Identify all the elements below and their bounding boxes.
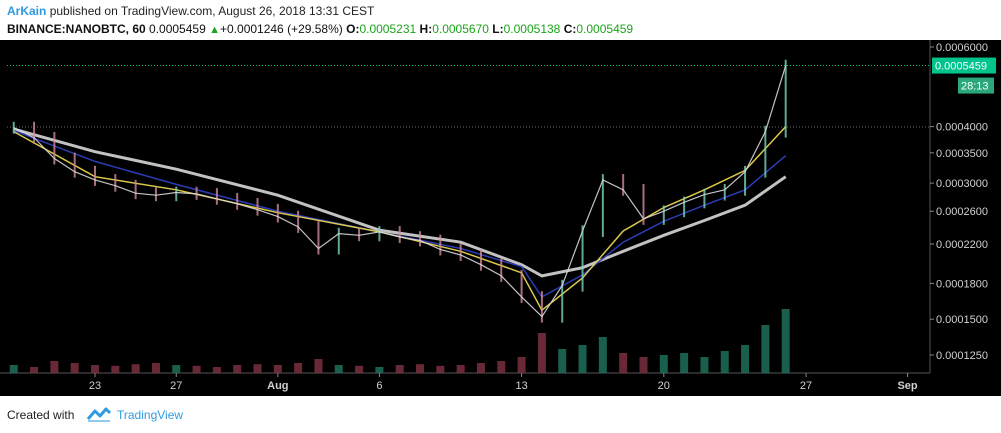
up-arrow-icon: ▲ xyxy=(209,24,220,36)
volume-bar xyxy=(91,365,99,373)
volume-bar xyxy=(9,365,18,373)
volume-bar xyxy=(416,364,425,373)
countdown-badge xyxy=(958,77,994,94)
volume-bar xyxy=(741,345,750,373)
volume-bar xyxy=(111,365,120,373)
volume-bar xyxy=(436,365,445,373)
high-value: 0.0005670 xyxy=(432,22,489,36)
volume-bar xyxy=(314,359,323,373)
chart-background xyxy=(0,40,1001,396)
y-tick-label: 0.0001500 xyxy=(936,314,988,326)
last-price-badge xyxy=(932,57,996,74)
ma-slow-line xyxy=(13,127,787,278)
y-tick-label: 0.0001250 xyxy=(936,350,988,362)
volume-bar xyxy=(30,367,39,373)
volume-bar xyxy=(598,337,607,373)
tradingview-brand-link[interactable]: TradingView xyxy=(117,408,184,422)
volume-bar xyxy=(578,345,587,373)
time-axis-panel xyxy=(0,373,1001,396)
close-label: C: xyxy=(563,22,577,36)
price-chart[interactable]: 0.0006000 0.0004000 0.0003500 0.0003000 0.00… xyxy=(0,40,1001,396)
ma-mid-line xyxy=(13,129,787,298)
volume-bar xyxy=(70,363,79,373)
x-tick-label: Sep xyxy=(897,380,917,392)
volume-bar xyxy=(273,365,282,373)
volume-bar xyxy=(212,367,221,373)
y-tick-label: 0.0004000 xyxy=(936,122,988,134)
x-tick-label: 27 xyxy=(170,380,182,392)
x-tick-label: Aug xyxy=(267,380,288,392)
footer: Created with TradingView xyxy=(0,396,1001,433)
volume-bar xyxy=(395,365,404,373)
price-line xyxy=(13,65,787,318)
volume-bar xyxy=(700,357,709,373)
volume-bar xyxy=(172,365,181,373)
volume-bar xyxy=(619,353,628,373)
open-value: 0.0005231 xyxy=(359,22,417,36)
change-value: +0.0001246 (+29.58%) xyxy=(220,22,343,36)
x-tick-label: 23 xyxy=(89,380,101,392)
y-tick-label: 0.0003000 xyxy=(936,178,988,190)
publish-line: ArKain published on TradingView.com, Aug… xyxy=(7,4,374,18)
volume-bar xyxy=(720,351,729,373)
y-tick-label: 0.0006000 xyxy=(936,42,988,54)
volume-bar xyxy=(761,325,770,373)
volume-bar xyxy=(294,363,303,373)
y-tick-label: 0.0003500 xyxy=(936,148,988,160)
x-tick-label: 20 xyxy=(658,380,670,392)
high-label: H: xyxy=(419,22,433,36)
volume-bar xyxy=(131,364,140,373)
volume-bar xyxy=(659,355,668,373)
chart-header: ArKain published on TradingView.com, Aug… xyxy=(0,0,1001,40)
symbol-line: BINANCE:NANOBTC, 60 0.0005459 ▲+0.000124… xyxy=(7,22,633,36)
volume-bar xyxy=(375,367,384,373)
volume-bar xyxy=(517,357,526,373)
open-label: O: xyxy=(346,22,360,36)
volume-bar xyxy=(253,364,262,373)
created-with-label: Created with xyxy=(7,408,75,422)
volume-bar xyxy=(497,361,506,373)
volume-bar xyxy=(334,365,343,373)
x-tick-label: 13 xyxy=(515,380,527,392)
y-tick-label: 0.0001800 xyxy=(936,278,988,290)
last-price-badge-text: 0.0005459 xyxy=(935,61,987,73)
volume-bar xyxy=(151,363,160,373)
volume-bar xyxy=(476,363,485,373)
low-label: L: xyxy=(492,22,504,36)
volume-bar xyxy=(355,365,364,373)
volume-bar xyxy=(680,353,689,373)
countdown-text: 28:13 xyxy=(961,81,989,93)
volume-bar xyxy=(639,357,648,373)
tradingview-logo-icon[interactable] xyxy=(86,405,112,423)
author-link[interactable]: ArKain xyxy=(7,4,47,18)
volume-bar xyxy=(558,349,567,373)
volume-bar xyxy=(233,365,242,373)
volume-bar xyxy=(192,365,201,373)
volume-bar xyxy=(456,365,465,373)
symbol-interval: BINANCE:NANOBTC, 60 xyxy=(7,22,146,36)
volume-bar xyxy=(537,333,546,373)
y-tick-label: 0.0002200 xyxy=(936,239,988,251)
volume-bar xyxy=(50,361,59,373)
low-value: 0.0005138 xyxy=(503,22,561,36)
volume-bar xyxy=(781,309,790,373)
x-tick-label: 27 xyxy=(800,380,812,392)
x-tick-label: 6 xyxy=(376,380,382,392)
y-tick-label: 0.0002600 xyxy=(936,206,988,218)
publish-info: published on TradingView.com, August 26,… xyxy=(49,4,375,18)
last-price-value: 0.0005459 xyxy=(149,22,206,36)
close-value: 0.0005459 xyxy=(576,22,634,36)
